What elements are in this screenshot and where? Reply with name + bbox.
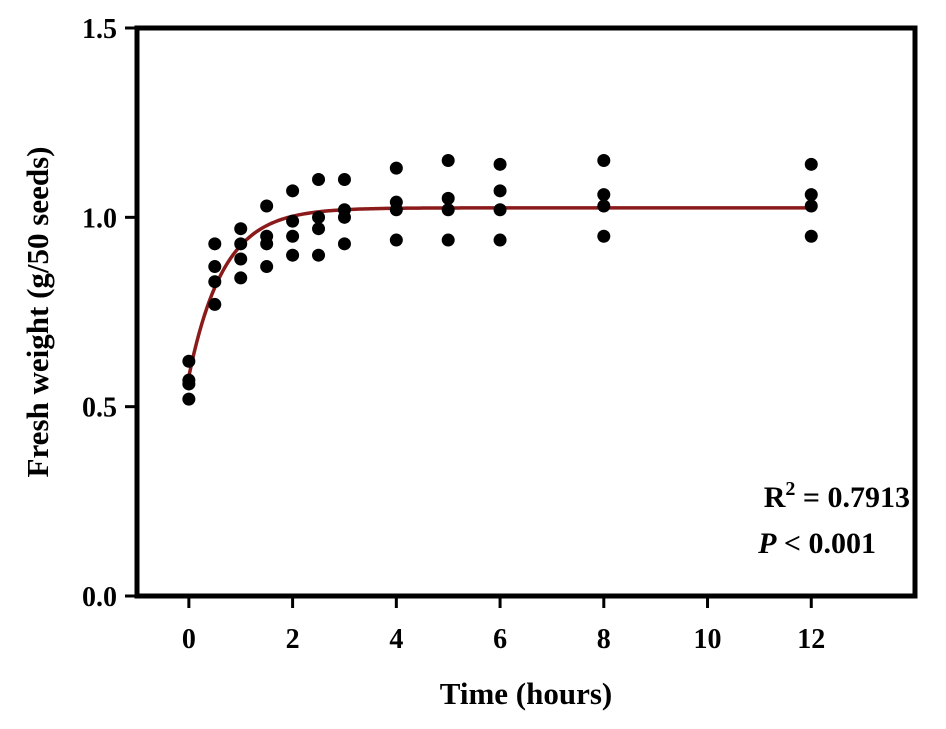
data-point: [441, 233, 455, 247]
data-point: [597, 188, 611, 202]
x-tick-label: 4: [389, 624, 403, 655]
y-tick-label: 1.5: [82, 14, 117, 45]
data-point: [597, 229, 611, 243]
data-point: [312, 172, 326, 186]
x-axis: 0 2 4 6 8 10 12: [182, 596, 825, 655]
data-point: [208, 260, 222, 274]
data-point: [182, 392, 196, 406]
y-tick-label: 0.5: [82, 393, 117, 424]
data-point: [234, 271, 248, 285]
fit-curve: [187, 206, 812, 377]
data-point: [493, 184, 507, 198]
data-point: [389, 203, 403, 217]
data-point: [182, 354, 196, 368]
data-point: [260, 237, 274, 251]
data-point: [208, 275, 222, 289]
data-point: [208, 237, 222, 251]
data-point: [286, 214, 300, 228]
data-point: [182, 377, 196, 391]
data-point: [597, 154, 611, 168]
plot-frame: [134, 25, 918, 599]
x-tick-label: 0: [182, 624, 196, 655]
data-point: [804, 199, 818, 213]
data-point: [286, 184, 300, 198]
data-point: [337, 210, 351, 224]
data-point: [286, 248, 300, 262]
p-value-annotation: P < 0.001: [757, 527, 876, 560]
data-point: [493, 233, 507, 247]
data-point: [441, 191, 455, 205]
data-point: [493, 203, 507, 217]
y-axis: 0.0 0.5 1.0 1.5: [82, 14, 137, 613]
data-point: [389, 233, 403, 247]
data-point: [597, 199, 611, 213]
data-point: [337, 172, 351, 186]
data-point: [312, 248, 326, 262]
data-point: [312, 210, 326, 224]
data-point: [441, 203, 455, 217]
data-point: [208, 297, 222, 311]
data-point: [441, 154, 455, 168]
x-tick-label: 8: [597, 624, 611, 655]
data-point: [804, 157, 818, 171]
data-point: [260, 199, 274, 213]
data-point: [234, 252, 248, 266]
x-tick-label: 12: [797, 624, 825, 655]
data-point: [337, 237, 351, 251]
x-tick-label: 2: [286, 624, 300, 655]
y-tick-label: 0.0: [82, 582, 117, 613]
data-point: [286, 229, 300, 243]
y-axis-title: Fresh weight (g/50 seeds): [20, 147, 55, 478]
x-tick-label: 10: [694, 624, 722, 655]
x-tick-label: 6: [493, 624, 507, 655]
data-point: [389, 161, 403, 175]
data-point: [493, 157, 507, 171]
data-point: [260, 260, 274, 274]
data-point: [234, 222, 248, 236]
y-tick-label: 1.0: [82, 203, 117, 234]
data-point: [234, 237, 248, 251]
data-point: [312, 222, 326, 236]
data-point: [804, 229, 818, 243]
data-points: [182, 154, 818, 406]
r-squared-annotation: R2 = 0.7913: [764, 478, 910, 514]
data-point: [804, 188, 818, 202]
x-axis-title: Time (hours): [440, 676, 613, 711]
